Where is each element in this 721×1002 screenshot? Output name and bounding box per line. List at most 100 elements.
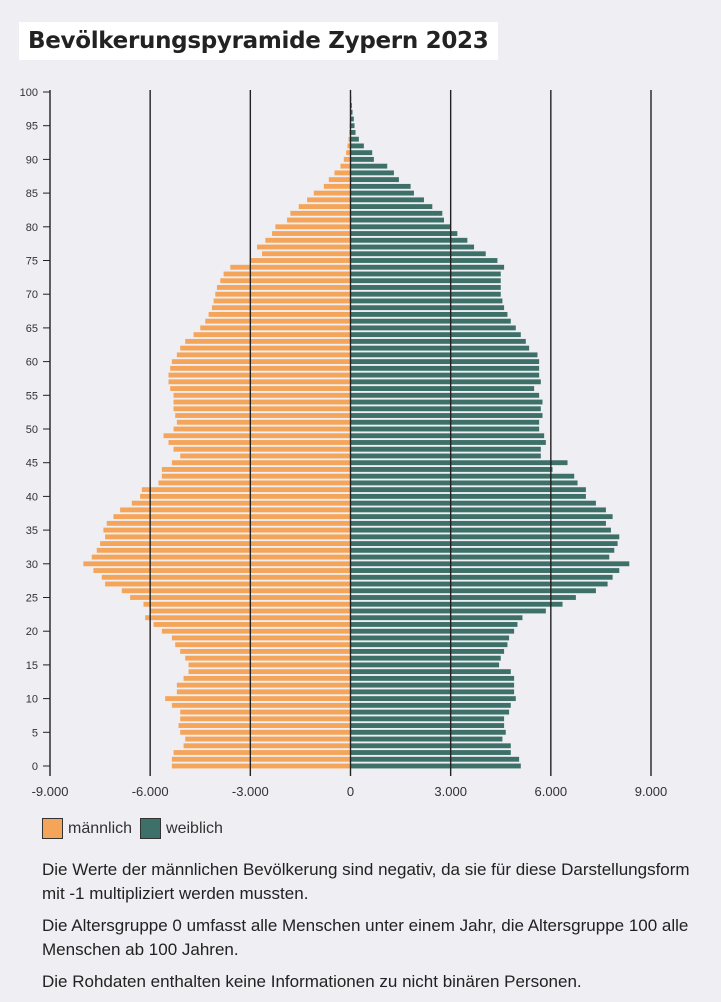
- y-tick-label-55: 55: [26, 390, 38, 402]
- legend: männlich weiblich: [42, 818, 231, 839]
- y-tick-label-0: 0: [32, 761, 38, 773]
- bar-female-58: [351, 373, 540, 378]
- bar-male-5: [180, 730, 350, 735]
- bar-male-74: [230, 265, 350, 270]
- bar-male-6: [179, 723, 351, 728]
- bar-male-33: [100, 541, 350, 546]
- bar-male-32: [97, 548, 351, 553]
- bar-female-75: [351, 258, 498, 263]
- bar-female-36: [351, 521, 606, 526]
- bar-female-87: [351, 177, 399, 182]
- bar-male-56: [170, 386, 350, 391]
- bar-female-45: [351, 460, 568, 465]
- bar-female-78: [351, 238, 468, 243]
- y-tick-label-85: 85: [26, 188, 38, 200]
- bar-female-39: [351, 501, 596, 506]
- y-tick-label-90: 90: [26, 154, 38, 166]
- bar-male-48: [169, 440, 351, 445]
- bar-male-8: [180, 710, 350, 715]
- bar-female-43: [351, 474, 575, 479]
- bar-female-51: [351, 420, 540, 425]
- bar-female-11: [351, 689, 515, 694]
- bar-female-48: [351, 440, 546, 445]
- bar-male-12: [177, 683, 351, 688]
- y-tick-label-5: 5: [32, 727, 38, 739]
- bar-female-38: [351, 507, 606, 512]
- bar-male-66: [205, 319, 350, 324]
- note-raw-data: Die Rohdaten enthalten keine Information…: [42, 970, 712, 994]
- bar-male-46: [180, 454, 350, 459]
- bar-female-3: [351, 743, 511, 748]
- bar-male-3: [184, 743, 351, 748]
- chart-title: Bevölkerungspyramide Zypern 2023: [28, 28, 488, 54]
- bar-male-17: [180, 649, 350, 654]
- bar-male-24: [143, 602, 350, 607]
- bar-female-1: [351, 757, 520, 762]
- bar-female-66: [351, 319, 511, 324]
- bar-female-86: [351, 184, 411, 189]
- bar-male-47: [174, 447, 351, 452]
- bar-female-72: [351, 278, 501, 283]
- bar-female-30: [351, 561, 630, 566]
- y-tick-label-75: 75: [26, 256, 38, 268]
- bar-male-82: [290, 211, 350, 216]
- bar-male-39: [132, 501, 351, 506]
- x-tick-label-5: 6.000: [535, 784, 568, 799]
- bar-male-71: [217, 285, 351, 290]
- bar-male-52: [175, 413, 350, 418]
- bar-male-57: [169, 379, 351, 384]
- bar-female-74: [351, 265, 505, 270]
- y-tick-label-100: 100: [20, 87, 38, 99]
- y-tick-label-95: 95: [26, 121, 38, 133]
- bar-male-22: [145, 615, 350, 620]
- y-tick-label-30: 30: [26, 559, 38, 571]
- bar-male-58: [169, 373, 351, 378]
- y-tick-label-20: 20: [26, 626, 38, 638]
- bar-male-72: [220, 278, 350, 283]
- bar-female-9: [351, 703, 511, 708]
- bar-female-19: [351, 636, 510, 641]
- bar-female-59: [351, 366, 540, 371]
- bar-female-90: [351, 157, 374, 162]
- bar-female-49: [351, 433, 545, 438]
- bar-female-10: [351, 696, 516, 701]
- bar-male-36: [107, 521, 351, 526]
- bar-female-27: [351, 582, 608, 587]
- bar-male-26: [122, 588, 351, 593]
- bar-male-28: [102, 575, 351, 580]
- bar-male-73: [224, 272, 351, 277]
- note-negative-values: Die Werte der männlichen Bevölkerung sin…: [42, 858, 712, 906]
- bar-male-89: [340, 164, 350, 169]
- y-tick-label-15: 15: [26, 660, 38, 672]
- bar-male-49: [164, 433, 351, 438]
- bar-male-55: [174, 393, 351, 398]
- bar-female-18: [351, 642, 508, 647]
- bar-female-62: [351, 346, 530, 351]
- legend-label-female: weiblich: [166, 820, 223, 838]
- bar-male-79: [272, 231, 350, 236]
- bar-female-29: [351, 568, 620, 573]
- y-tick-label-70: 70: [26, 289, 38, 301]
- bar-female-94: [351, 130, 356, 135]
- bar-male-27: [105, 582, 350, 587]
- bar-female-26: [351, 588, 596, 593]
- bar-male-61: [177, 352, 351, 357]
- legend-label-male: männlich: [68, 820, 132, 838]
- bar-female-82: [351, 211, 443, 216]
- bar-male-20: [162, 629, 351, 634]
- bar-female-60: [351, 359, 540, 364]
- bar-male-35: [103, 528, 350, 533]
- bar-female-35: [351, 528, 611, 533]
- bar-female-84: [351, 197, 424, 202]
- bar-male-2: [174, 750, 351, 755]
- x-tick-label-2: -3.000: [232, 784, 269, 799]
- bar-male-81: [287, 218, 350, 223]
- bar-female-8: [351, 710, 510, 715]
- legend-item-female: weiblich: [140, 818, 223, 839]
- bar-female-17: [351, 649, 505, 654]
- bar-female-50: [351, 427, 540, 432]
- y-tick-label-60: 60: [26, 357, 38, 369]
- bar-male-14: [189, 669, 351, 674]
- bar-female-76: [351, 251, 486, 256]
- bar-male-4: [185, 737, 350, 742]
